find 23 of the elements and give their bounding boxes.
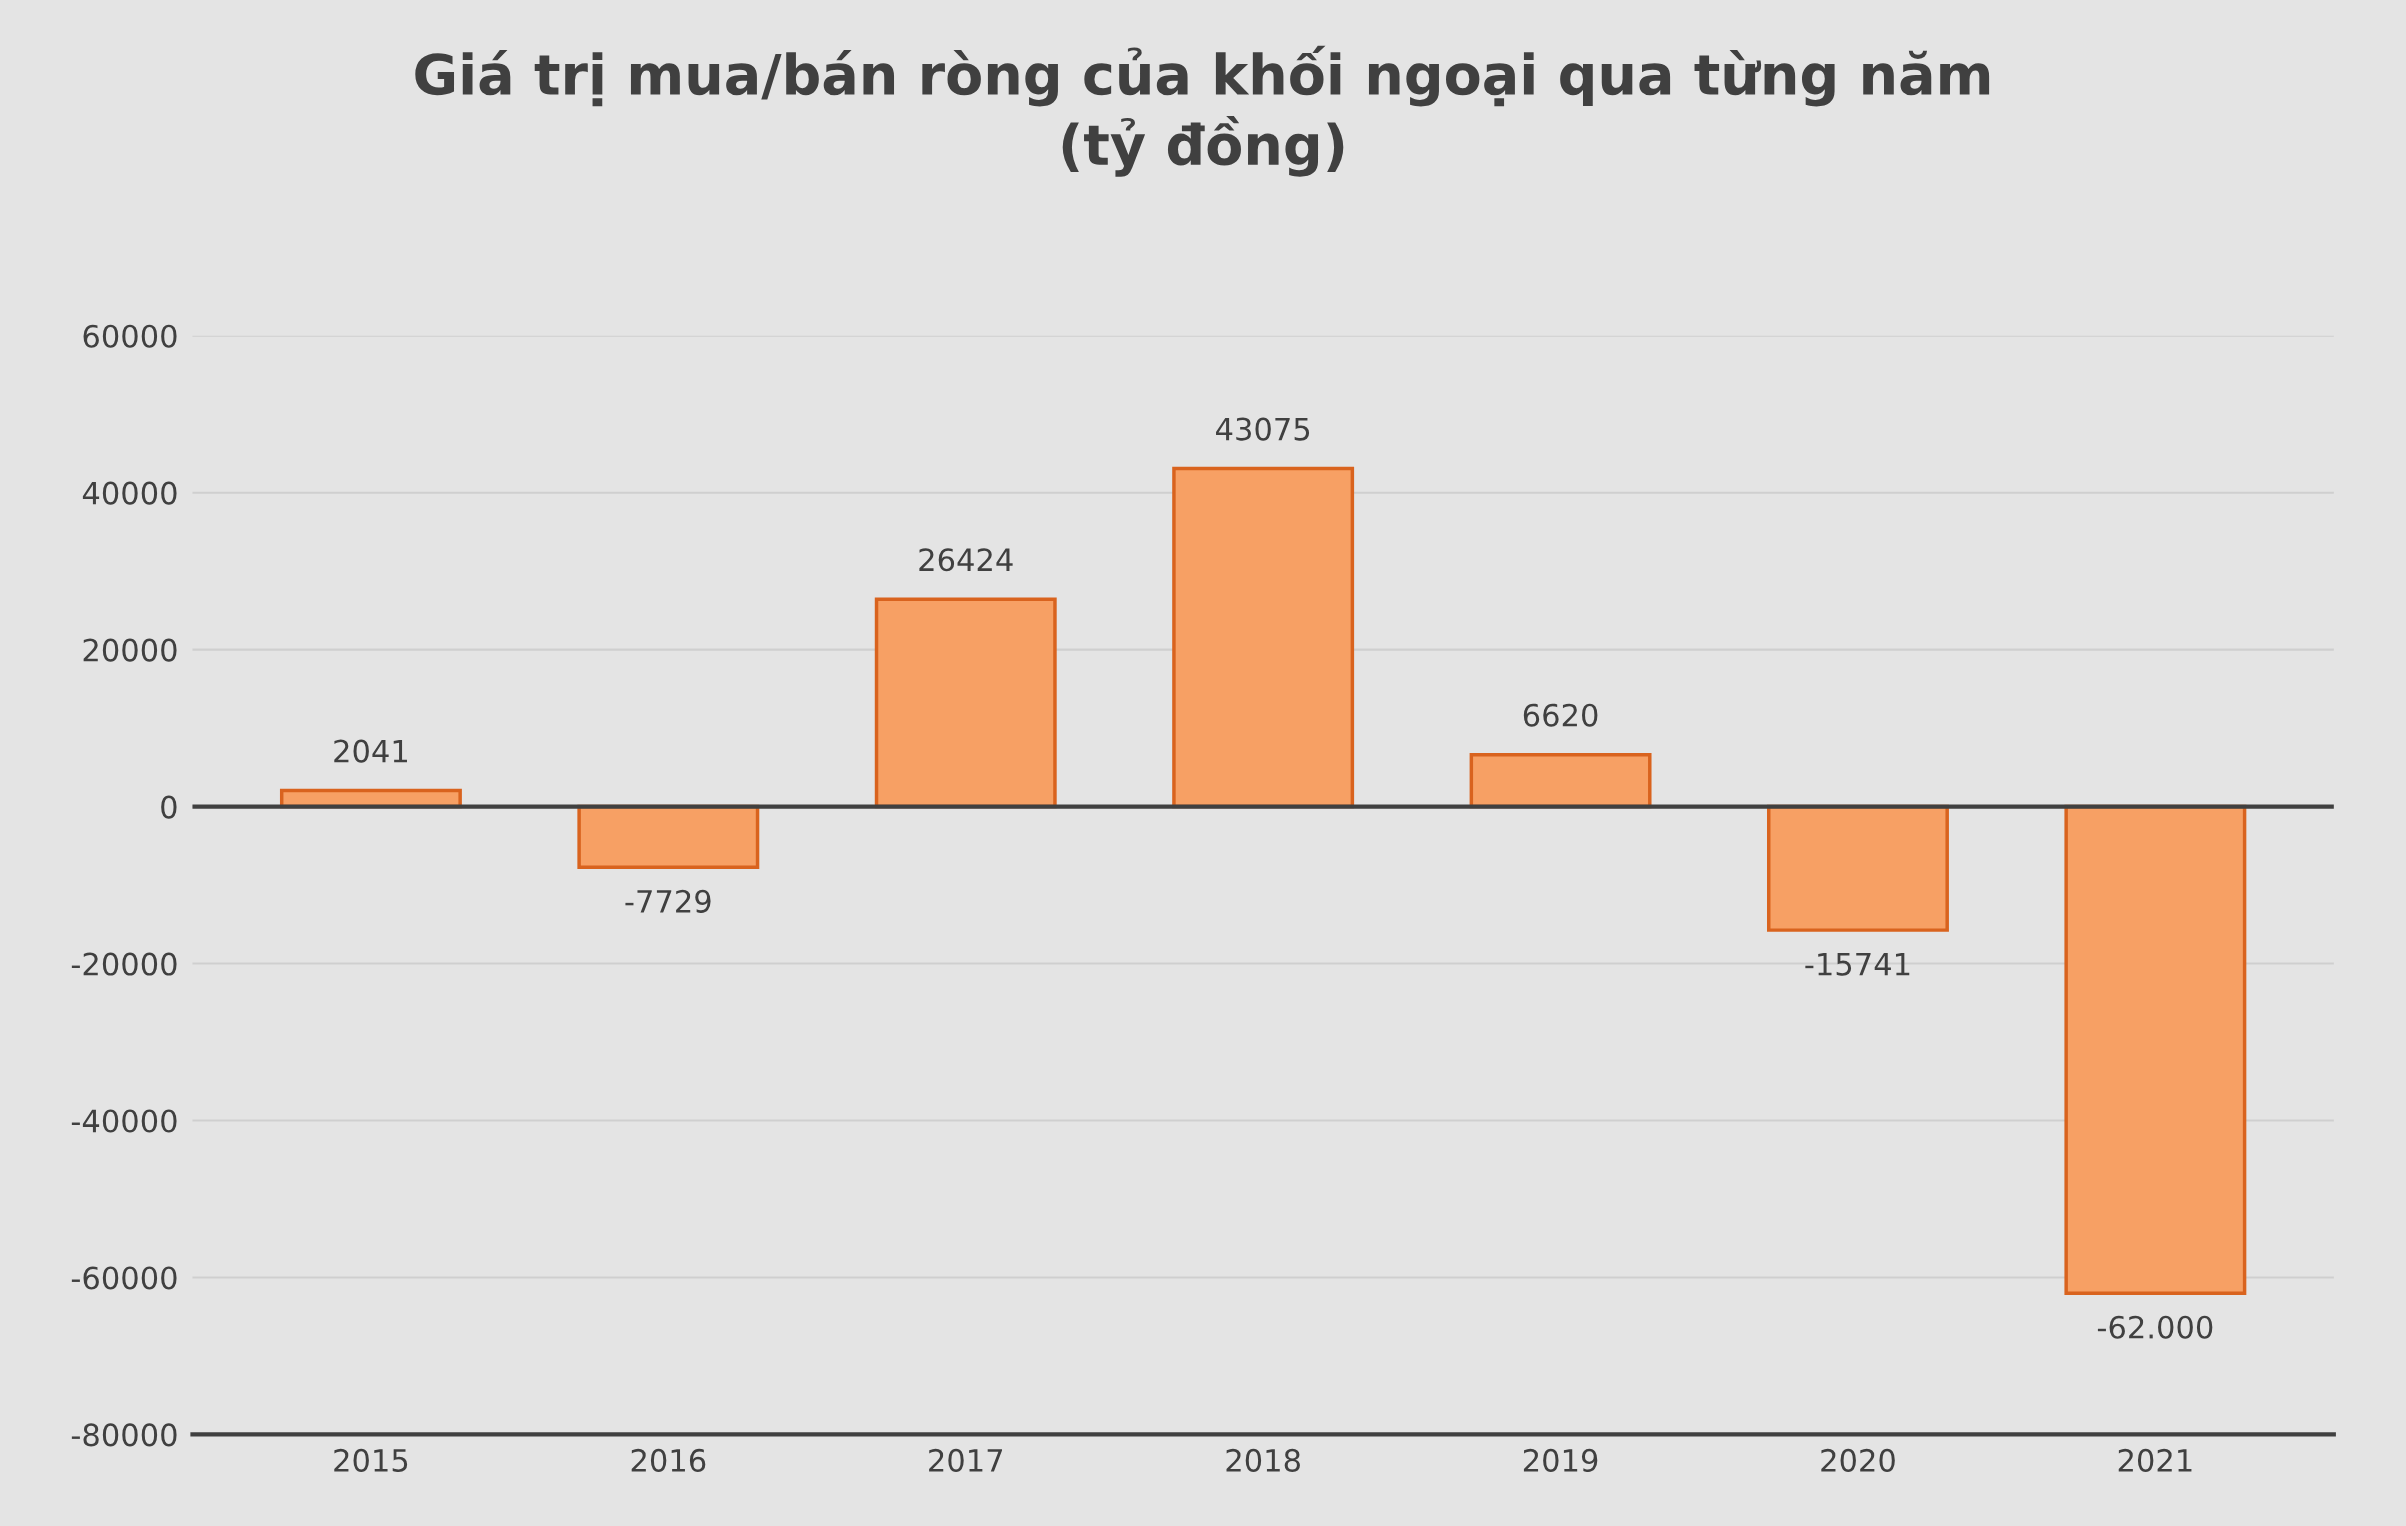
x-tick-label: 2016 bbox=[631, 1448, 706, 1472]
y-tick-label: -80000 bbox=[71, 1423, 177, 1447]
y-tick-label: -20000 bbox=[71, 952, 177, 976]
y-tick-label: -40000 bbox=[71, 1109, 177, 1133]
data-label: 6620 bbox=[1523, 703, 1598, 727]
y-tick-label: 40000 bbox=[82, 481, 177, 505]
data-label: -7729 bbox=[625, 889, 711, 913]
x-tick-label: 2019 bbox=[1523, 1448, 1598, 1472]
data-label: -15741 bbox=[1805, 953, 1910, 976]
x-tick-label: 2015 bbox=[334, 1448, 408, 1472]
chart-title: Giá trị mua/bán ròng của khối ngoại qua từng năm (tỷ đồng) bbox=[415, 45, 1990, 177]
y-tick-label: 60000 bbox=[83, 324, 177, 348]
x-tick-label: 2021 bbox=[2118, 1448, 2192, 1472]
data-label: 43075 bbox=[1216, 417, 1310, 441]
x-tick-label: 2018 bbox=[1226, 1448, 1300, 1472]
x-tick-label: 2017 bbox=[929, 1448, 1003, 1472]
y-tick-label: 20000 bbox=[83, 638, 177, 662]
data-label: -62.000 bbox=[2097, 1315, 2213, 1339]
y-tick-label: -60000 bbox=[71, 1266, 177, 1290]
data-label: 26424 bbox=[919, 548, 1013, 572]
data-label: 2041 bbox=[334, 739, 407, 763]
y-tick-label: 0 bbox=[161, 795, 177, 819]
x-tick-label: 2020 bbox=[1821, 1448, 1895, 1472]
